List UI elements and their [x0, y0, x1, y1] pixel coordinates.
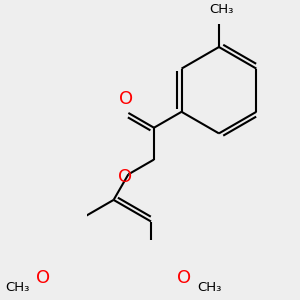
Text: CH₃: CH₃	[5, 281, 30, 294]
Text: CH₃: CH₃	[209, 3, 233, 16]
Text: O: O	[118, 168, 132, 186]
Text: O: O	[36, 269, 50, 287]
Text: O: O	[177, 269, 191, 287]
Text: CH₃: CH₃	[197, 281, 222, 294]
Text: O: O	[119, 90, 133, 108]
